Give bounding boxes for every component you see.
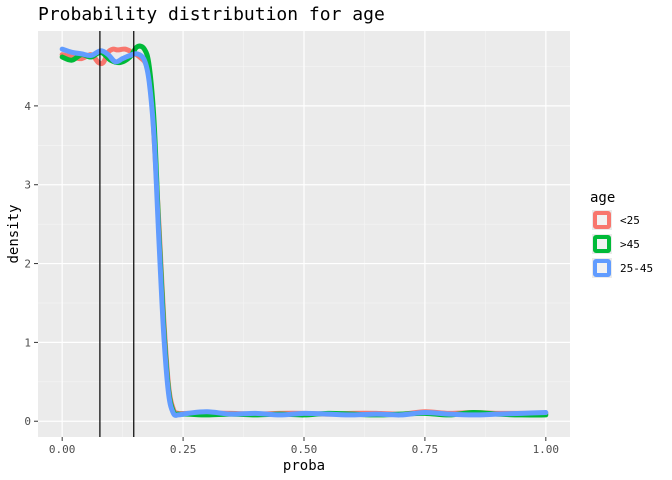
major-gridlines [38, 31, 570, 437]
y-tick-label: 0 [24, 415, 31, 428]
x-tick-label: 1.00 [533, 443, 560, 456]
y-tick-label: 4 [24, 100, 31, 113]
legend-items: <25 >45 25-45 [592, 210, 653, 278]
x-tick-label: 0.50 [291, 443, 318, 456]
x-axis-title: proba [283, 458, 325, 474]
x-axis-ticks: 0.00 0.25 0.50 0.75 1.00 [49, 437, 559, 456]
y-tick-label: 3 [24, 179, 31, 192]
x-tick-label: 0.00 [49, 443, 76, 456]
legend-label: >45 [620, 238, 640, 251]
y-tick-label: 2 [24, 258, 31, 271]
reference-lines [99, 31, 135, 437]
series-line-2 [59, 46, 549, 418]
x-tick-label: 0.25 [170, 443, 197, 456]
legend: age <25 >45 25-45 [590, 190, 653, 278]
y-tick-label: 1 [24, 336, 31, 349]
x-tick-label: 0.75 [412, 443, 439, 456]
legend-label: <25 [620, 214, 640, 227]
legend-label: 25-45 [620, 262, 653, 275]
y-axis-ticks: 0 1 2 3 4 [24, 100, 38, 428]
legend-key-swatch [593, 211, 611, 229]
series-layer [59, 43, 549, 418]
legend-key-swatch [593, 259, 611, 277]
chart-title: Probability distribution for age [38, 4, 385, 25]
legend-key-swatch [593, 235, 611, 253]
legend-title: age [590, 190, 615, 206]
y-axis-title: density [6, 204, 22, 263]
